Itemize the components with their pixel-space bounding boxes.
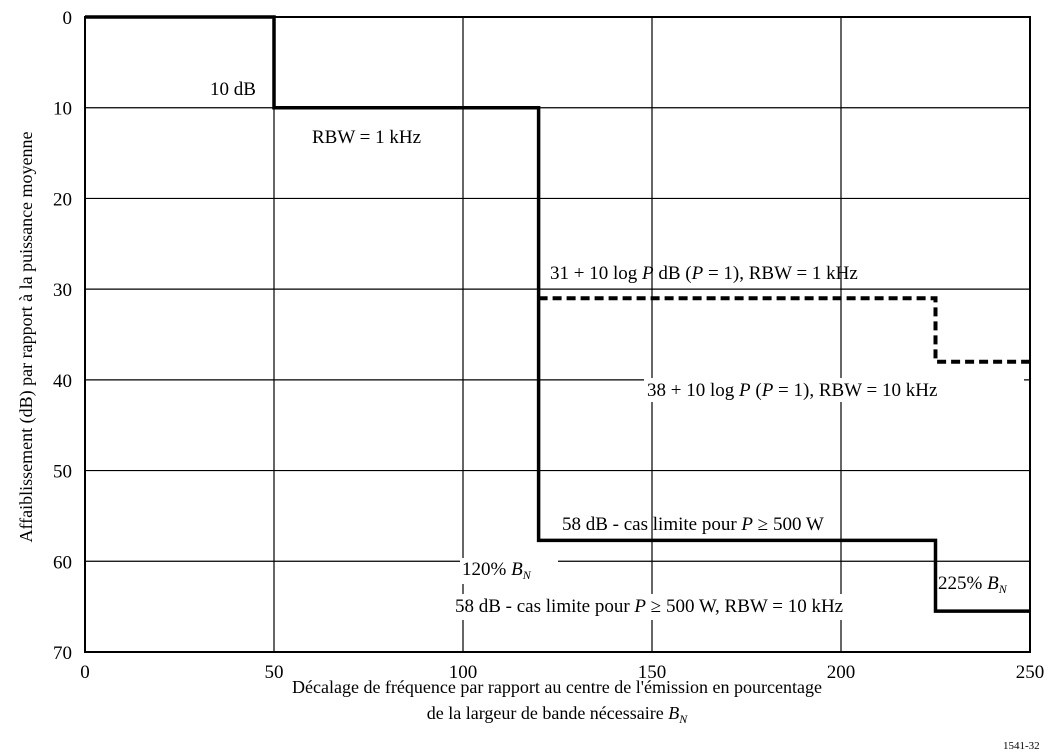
- annotation-31db-post: = 1), RBW = 1 kHz: [703, 263, 858, 284]
- annotation-58db-rbw-p: P: [633, 596, 646, 617]
- annotation-58db-rbw: 58 dB - cas limite pour P ≥ 500 W, RBW =…: [455, 596, 843, 617]
- annotation-10db: 10 dB: [210, 79, 256, 100]
- annotation-58db-pre: 58 dB - cas limite pour: [562, 514, 741, 535]
- x-tick-label: 50: [265, 662, 284, 683]
- x-tick-label: 250: [1016, 662, 1045, 683]
- annotation-120-b: B: [511, 559, 523, 580]
- annotation-31db-mid: dB (: [654, 263, 692, 284]
- y-tick-label: 20: [53, 189, 72, 210]
- annotation-120-sub: N: [522, 568, 532, 582]
- y-tick-labels: 0 10 20 30 40 50 60 70: [53, 8, 72, 664]
- annotation-58db-post: ≥ 500 W: [753, 514, 824, 535]
- annotation-225-bn: 225% BN: [938, 573, 1008, 596]
- plot-background: [85, 17, 1030, 652]
- annotation-31db: 31 + 10 log P dB (P = 1), RBW = 1 kHz: [550, 263, 858, 284]
- x-axis-label-symbol: B: [668, 703, 679, 723]
- y-tick-label: 0: [63, 8, 73, 29]
- annotation-31db-pre: 31 + 10 log: [550, 263, 642, 284]
- annotation-38db-post: = 1), RBW = 10 kHz: [773, 380, 937, 401]
- x-tick-label: 200: [827, 662, 856, 683]
- annotation-120-bn: 120% BN: [462, 559, 532, 582]
- series-group: [85, 15, 1030, 613]
- y-tick-label: 40: [53, 371, 72, 392]
- x-axis-label-text: de la largeur de bande nécessaire: [427, 703, 669, 723]
- annotation-31db-p2: P: [691, 263, 704, 284]
- annotation-38db: 38 + 10 log P (P = 1), RBW = 10 kHz: [647, 380, 937, 401]
- y-tick-label: 30: [53, 280, 72, 301]
- plot-frame: [84, 16, 1031, 653]
- y-tick-label: 60: [53, 552, 72, 573]
- annotation-rbw-1khz: RBW = 1 kHz: [312, 127, 421, 148]
- x-tick-label: 150: [638, 662, 667, 683]
- grid: [85, 17, 1030, 652]
- x-tick-labels: 0 50 100 150 200 250: [80, 662, 1044, 683]
- x-axis-label-line2: de la largeur de bande nécessaire BN: [427, 703, 689, 726]
- annotation-38db-p2: P: [761, 380, 774, 401]
- x-tick-label: 100: [449, 662, 478, 683]
- y-tick-label: 10: [53, 99, 72, 120]
- annotation-38db-bg: [644, 378, 1024, 402]
- dashed-limit-line: [538, 296, 1030, 364]
- y-axis-label: Affaiblissement (dB) par rapport à la pu…: [16, 131, 37, 542]
- figure-reference: 1541-32: [1003, 740, 1040, 752]
- y-tick-label: 70: [53, 643, 72, 664]
- annotation-58db-rbw-bg: [452, 594, 926, 620]
- x-axis-label-line1: Décalage de fréquence par rapport au cen…: [292, 677, 822, 697]
- y-tick-label: 50: [53, 462, 72, 483]
- annotation-38db-p1: P: [738, 380, 751, 401]
- annotation-38db-mid: (: [751, 380, 762, 401]
- annotation-31db-p1: P: [641, 263, 654, 284]
- x-axis-label-subscript: N: [678, 712, 688, 726]
- annotation-225-sub: N: [998, 582, 1008, 596]
- x-tick-label: 0: [80, 662, 90, 683]
- annotation-58db-p: P: [740, 514, 753, 535]
- annotation-120-pre: 120%: [462, 559, 511, 580]
- annotation-120-bg: [460, 558, 558, 584]
- annotation-225-b: B: [987, 573, 999, 594]
- solid-limit-line: [85, 15, 1030, 613]
- annotation-58db-rbw-post: ≥ 500 W, RBW = 10 kHz: [646, 596, 843, 617]
- annotation-58db-limit: 58 dB - cas limite pour P ≥ 500 W: [562, 514, 824, 535]
- annotation-58db-rbw-pre: 58 dB - cas limite pour: [455, 596, 634, 617]
- annotation-38db-pre: 38 + 10 log: [647, 380, 739, 401]
- annotation-225-pre: 225%: [938, 573, 987, 594]
